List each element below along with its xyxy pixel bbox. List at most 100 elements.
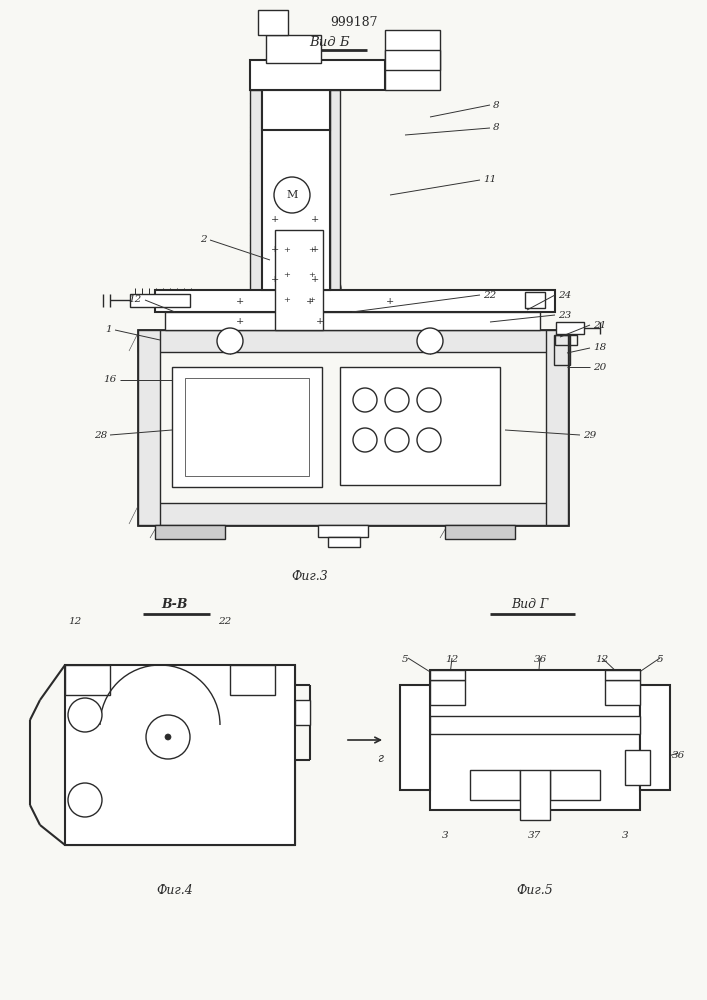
Bar [155, 525, 225, 539]
Text: +: + [311, 245, 319, 254]
Bar [550, 770, 600, 800]
Bar [546, 330, 568, 525]
Circle shape [68, 698, 102, 732]
Bar [430, 670, 465, 680]
Bar [295, 700, 310, 725]
Text: В-В: В-В [162, 598, 188, 611]
Bar [250, 60, 385, 90]
Bar [250, 90, 262, 290]
Text: +: + [236, 296, 244, 306]
Bar [155, 290, 555, 312]
Text: M: M [286, 190, 298, 200]
Text: Фиг.5: Фиг.5 [517, 884, 554, 896]
Bar [385, 30, 440, 90]
Text: Фиг.4: Фиг.4 [157, 884, 194, 896]
Bar [185, 378, 309, 476]
Circle shape [385, 388, 409, 412]
Bar [65, 665, 110, 695]
Circle shape [274, 177, 310, 213]
Bar [138, 330, 568, 525]
Text: 11: 11 [483, 176, 496, 184]
Text: +: + [236, 316, 244, 326]
Circle shape [217, 328, 243, 354]
Bar [318, 525, 368, 537]
Bar [262, 90, 330, 130]
Bar [430, 670, 640, 810]
Text: 21: 21 [593, 320, 606, 330]
Bar [625, 750, 650, 785]
Text: Вид Б: Вид Б [310, 35, 350, 48]
Bar [554, 335, 570, 365]
Bar [605, 680, 640, 705]
Text: 29: 29 [583, 430, 596, 440]
Bar [262, 90, 330, 290]
Circle shape [353, 428, 377, 452]
Bar [430, 716, 640, 734]
Text: 12: 12 [69, 617, 81, 626]
Text: 36: 36 [533, 656, 547, 664]
Text: 3: 3 [621, 830, 629, 840]
Circle shape [165, 734, 171, 740]
Text: 2: 2 [200, 235, 207, 244]
Bar [130, 294, 190, 307]
Text: 22: 22 [483, 290, 496, 300]
Text: Фиг.3: Фиг.3 [291, 570, 328, 584]
Text: 5: 5 [657, 656, 663, 664]
Bar [385, 50, 440, 70]
Text: 8: 8 [493, 123, 500, 132]
Text: 999187: 999187 [330, 15, 378, 28]
Text: +: + [316, 316, 324, 326]
Bar [172, 367, 322, 487]
Text: 23: 23 [558, 310, 571, 320]
Text: 20: 20 [593, 362, 606, 371]
Text: 24: 24 [558, 290, 571, 300]
Bar [138, 503, 568, 525]
Text: 5: 5 [402, 656, 409, 664]
Bar [340, 367, 500, 485]
Bar [230, 665, 275, 695]
Circle shape [146, 715, 190, 759]
Text: +: + [284, 271, 291, 279]
Text: 37: 37 [528, 830, 542, 840]
Bar [400, 685, 430, 790]
Bar [65, 665, 295, 845]
Bar [430, 680, 465, 705]
Text: +: + [306, 296, 314, 306]
Circle shape [417, 388, 441, 412]
Bar [138, 330, 160, 525]
Circle shape [385, 428, 409, 452]
Text: 28: 28 [94, 430, 107, 440]
Bar [556, 322, 584, 334]
Bar [266, 35, 321, 63]
Bar [275, 230, 323, 330]
Bar [470, 770, 520, 800]
Text: 12: 12 [445, 656, 459, 664]
Circle shape [309, 284, 321, 296]
Text: +: + [386, 296, 394, 306]
Text: 8: 8 [493, 101, 500, 109]
Bar [138, 330, 568, 352]
Text: +: + [308, 296, 315, 304]
Text: 12: 12 [129, 296, 142, 304]
Text: +: + [284, 246, 291, 254]
Bar [445, 525, 515, 539]
Bar [520, 770, 550, 820]
Circle shape [353, 388, 377, 412]
Bar [165, 312, 540, 330]
Text: 3: 3 [442, 830, 448, 840]
Bar [640, 685, 670, 790]
Bar [258, 10, 288, 35]
Text: 1: 1 [105, 326, 112, 334]
Text: Вид Г: Вид Г [511, 598, 549, 611]
Text: +: + [311, 275, 319, 284]
Text: 36: 36 [672, 750, 684, 760]
Text: +: + [284, 296, 291, 304]
Bar [330, 90, 340, 290]
Text: г: г [377, 752, 383, 764]
Text: +: + [271, 245, 279, 254]
Text: 12: 12 [595, 656, 609, 664]
Text: +: + [308, 271, 315, 279]
Circle shape [417, 328, 443, 354]
Text: 16: 16 [104, 375, 117, 384]
Bar [525, 292, 545, 308]
